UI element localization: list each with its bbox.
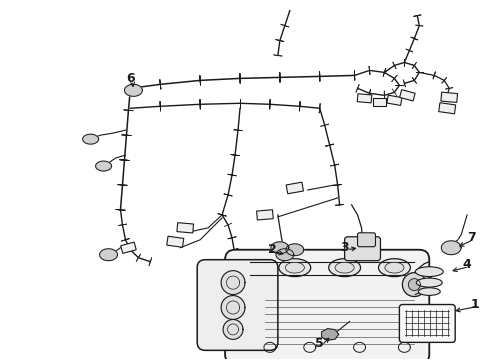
FancyBboxPatch shape bbox=[399, 305, 454, 342]
Polygon shape bbox=[270, 242, 288, 254]
Bar bbox=[440, 92, 457, 103]
Bar bbox=[285, 182, 303, 194]
Text: 6: 6 bbox=[126, 72, 135, 85]
Bar bbox=[166, 236, 183, 247]
Polygon shape bbox=[402, 273, 426, 297]
Polygon shape bbox=[124, 84, 142, 96]
Bar bbox=[357, 94, 371, 103]
FancyBboxPatch shape bbox=[224, 250, 428, 360]
Polygon shape bbox=[321, 329, 338, 340]
FancyBboxPatch shape bbox=[344, 237, 380, 261]
Bar bbox=[386, 95, 401, 105]
Text: 1: 1 bbox=[470, 298, 479, 311]
Ellipse shape bbox=[384, 262, 403, 273]
Bar bbox=[438, 103, 455, 114]
Polygon shape bbox=[221, 296, 244, 319]
Ellipse shape bbox=[278, 259, 310, 276]
Polygon shape bbox=[285, 244, 303, 256]
Ellipse shape bbox=[334, 262, 353, 273]
Polygon shape bbox=[275, 249, 293, 261]
Bar bbox=[256, 210, 273, 220]
Ellipse shape bbox=[378, 259, 409, 276]
Polygon shape bbox=[221, 271, 244, 294]
Text: 7: 7 bbox=[466, 231, 474, 244]
Bar bbox=[121, 242, 136, 253]
Bar bbox=[399, 90, 414, 101]
Polygon shape bbox=[407, 279, 420, 291]
Ellipse shape bbox=[415, 278, 441, 287]
Text: 5: 5 bbox=[315, 337, 324, 350]
Bar bbox=[372, 98, 386, 106]
Text: 4: 4 bbox=[462, 258, 470, 271]
Polygon shape bbox=[441, 241, 460, 255]
Ellipse shape bbox=[414, 267, 442, 276]
Polygon shape bbox=[82, 134, 99, 144]
Text: 2: 2 bbox=[267, 243, 276, 256]
FancyBboxPatch shape bbox=[197, 260, 277, 350]
Polygon shape bbox=[96, 161, 111, 171]
Ellipse shape bbox=[328, 259, 360, 276]
Ellipse shape bbox=[285, 262, 304, 273]
Polygon shape bbox=[223, 319, 243, 339]
Polygon shape bbox=[100, 249, 117, 261]
Text: 3: 3 bbox=[340, 241, 348, 254]
Ellipse shape bbox=[417, 288, 439, 296]
FancyBboxPatch shape bbox=[357, 233, 375, 247]
Bar bbox=[177, 222, 193, 233]
